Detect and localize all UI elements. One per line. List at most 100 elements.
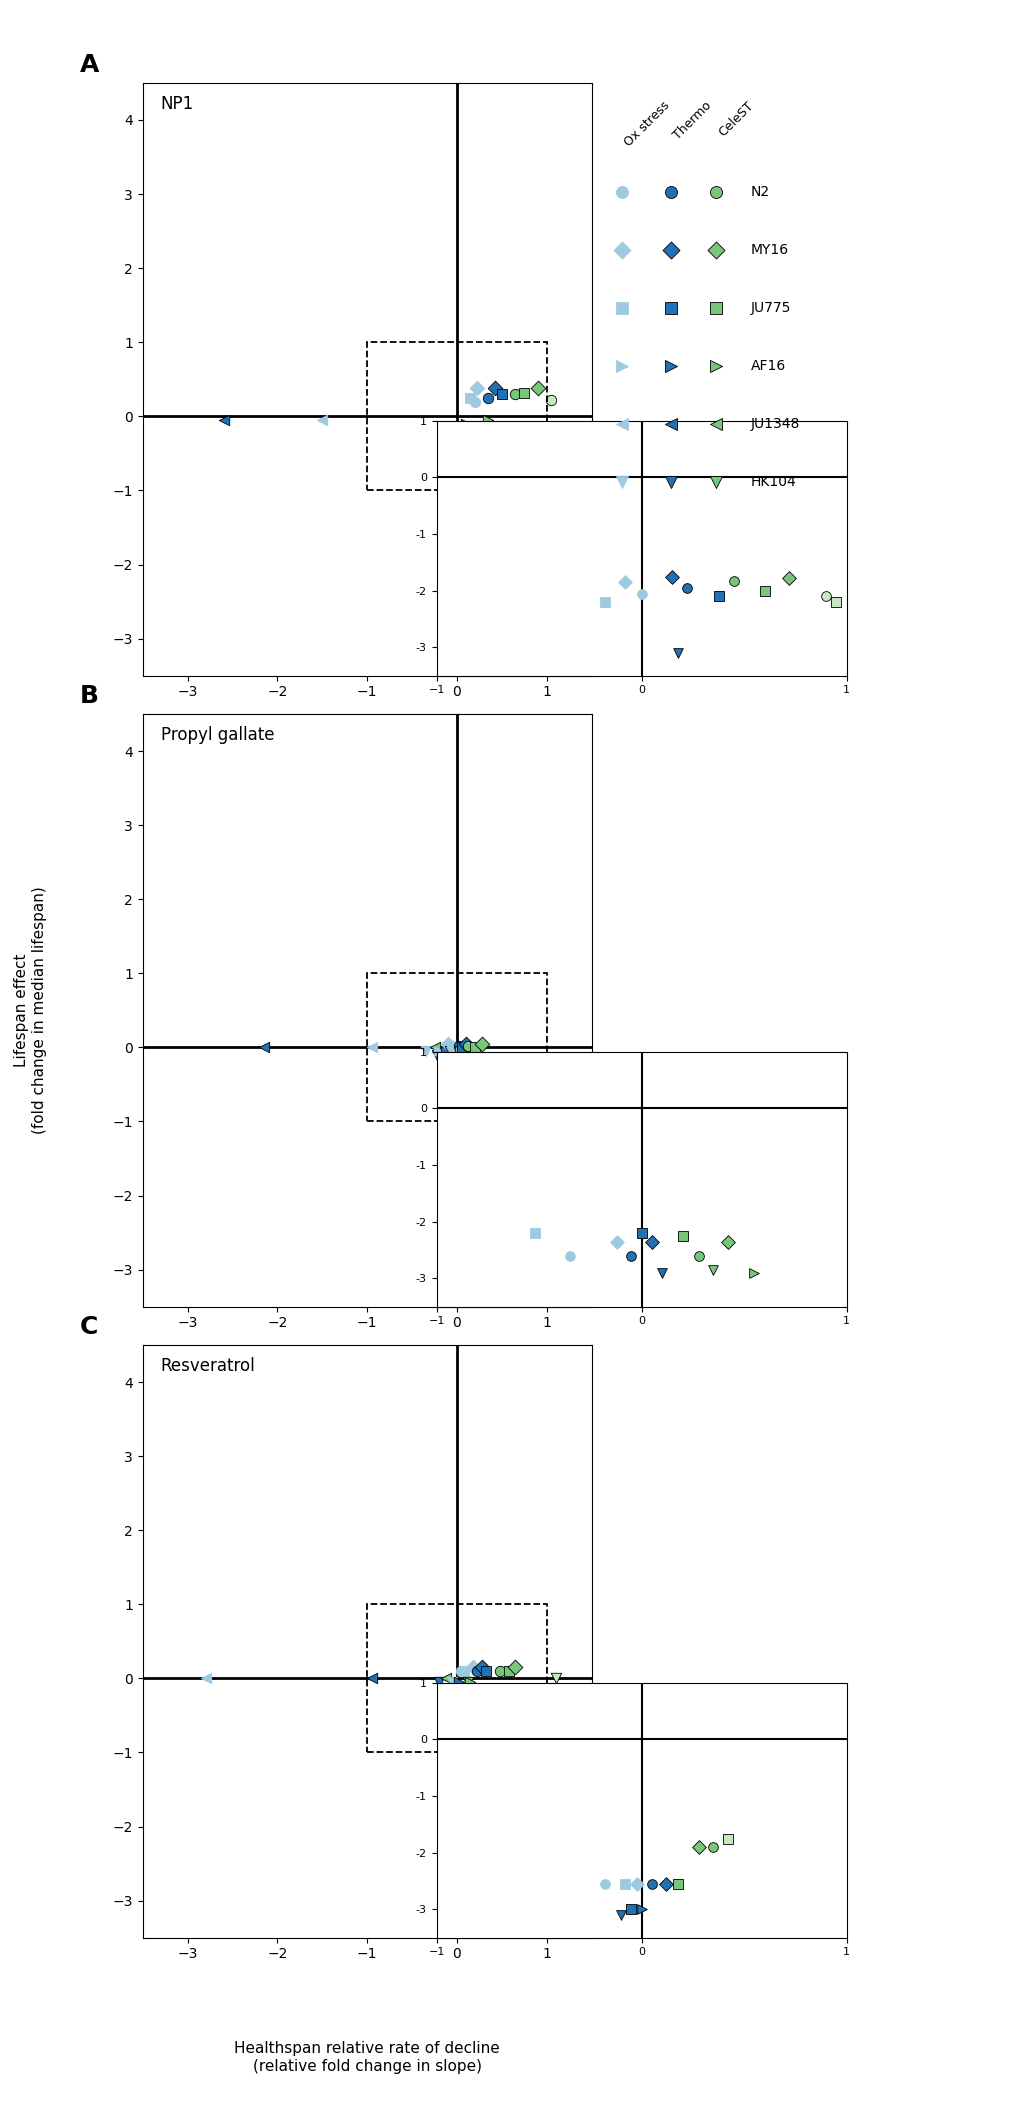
- Text: NP1: NP1: [161, 96, 194, 113]
- Point: [633, 1893, 649, 1927]
- Point: [704, 1253, 720, 1287]
- Point: [662, 406, 679, 440]
- Point: [467, 421, 483, 455]
- Point: [690, 1829, 706, 1863]
- Point: [516, 376, 532, 411]
- Point: [448, 411, 465, 445]
- Text: B: B: [79, 685, 99, 708]
- Point: [437, 1034, 453, 1068]
- Point: [493, 376, 510, 411]
- Text: Lifespan effect
(fold change in median lifespan): Lifespan effect (fold change in median l…: [14, 887, 47, 1134]
- Point: [643, 1225, 659, 1259]
- Text: MY16: MY16: [750, 242, 788, 257]
- Point: [662, 464, 679, 498]
- Point: [430, 1665, 446, 1699]
- Point: [707, 406, 723, 440]
- Point: [451, 1034, 468, 1068]
- Point: [596, 585, 612, 619]
- Point: [429, 1038, 445, 1072]
- Point: [827, 585, 844, 619]
- Point: [612, 1897, 629, 1931]
- Point: [653, 1255, 669, 1289]
- Point: [506, 376, 523, 411]
- Point: [446, 1665, 463, 1699]
- Point: [678, 570, 694, 604]
- Point: [657, 1868, 674, 1902]
- Text: Resveratrol: Resveratrol: [161, 1357, 255, 1374]
- Point: [561, 1238, 578, 1272]
- Point: [529, 372, 545, 406]
- Point: [662, 232, 679, 266]
- Point: [596, 1868, 612, 1902]
- Point: [215, 402, 231, 436]
- Point: [437, 1661, 453, 1695]
- Point: [477, 1655, 493, 1689]
- Point: [613, 232, 630, 266]
- Point: [467, 1029, 483, 1064]
- Point: [613, 464, 630, 498]
- Point: [468, 372, 484, 406]
- Point: [198, 1661, 214, 1695]
- Point: [453, 1029, 470, 1064]
- Point: [623, 1893, 639, 1927]
- Bar: [367, 1604, 546, 1753]
- Point: [455, 1655, 472, 1689]
- Point: [662, 291, 679, 325]
- Point: [430, 1034, 446, 1068]
- Point: [500, 1655, 517, 1689]
- Point: [663, 559, 680, 593]
- Point: [450, 1665, 467, 1699]
- Point: [704, 1829, 720, 1863]
- Point: [756, 574, 772, 608]
- Point: [746, 1255, 762, 1289]
- Point: [462, 1665, 478, 1699]
- Point: [444, 411, 461, 445]
- Point: [439, 1027, 455, 1061]
- Point: [458, 1027, 474, 1061]
- Point: [623, 1238, 639, 1272]
- Text: CeleST: CeleST: [715, 98, 755, 138]
- Point: [452, 1655, 469, 1689]
- Point: [452, 445, 469, 479]
- Point: [707, 174, 723, 208]
- Point: [669, 1868, 686, 1902]
- Text: Thermo: Thermo: [671, 98, 713, 143]
- Point: [707, 232, 723, 266]
- Point: [363, 1029, 379, 1064]
- Text: JU1348: JU1348: [750, 417, 799, 430]
- Point: [613, 291, 630, 325]
- Point: [725, 564, 741, 598]
- Point: [468, 1655, 484, 1689]
- Text: N2: N2: [750, 185, 769, 198]
- Point: [474, 1651, 490, 1685]
- Point: [674, 1219, 690, 1253]
- Point: [643, 1868, 659, 1902]
- Point: [460, 1029, 476, 1064]
- Point: [707, 291, 723, 325]
- Bar: [367, 342, 546, 491]
- Point: [506, 1651, 523, 1685]
- Point: [460, 1665, 476, 1699]
- Point: [448, 1029, 465, 1064]
- Point: [718, 1225, 735, 1259]
- Point: [458, 406, 474, 440]
- Point: [662, 349, 679, 383]
- Point: [444, 432, 461, 466]
- Text: Healthspan relative rate of decline
(relative fold change in slope): Healthspan relative rate of decline (rel…: [234, 2042, 499, 2074]
- Point: [629, 1868, 645, 1902]
- Text: Ox stress: Ox stress: [622, 98, 672, 149]
- Point: [817, 579, 834, 613]
- Text: HK104: HK104: [750, 474, 796, 489]
- Point: [256, 1029, 272, 1064]
- Point: [662, 174, 679, 208]
- Point: [462, 381, 478, 415]
- Point: [633, 576, 649, 610]
- Point: [718, 1821, 735, 1855]
- Bar: [367, 974, 546, 1121]
- Point: [526, 1217, 542, 1251]
- Text: Propyl gallate: Propyl gallate: [161, 725, 274, 744]
- Point: [467, 385, 483, 419]
- Point: [441, 1034, 458, 1068]
- Point: [491, 1655, 507, 1689]
- Point: [444, 1665, 461, 1699]
